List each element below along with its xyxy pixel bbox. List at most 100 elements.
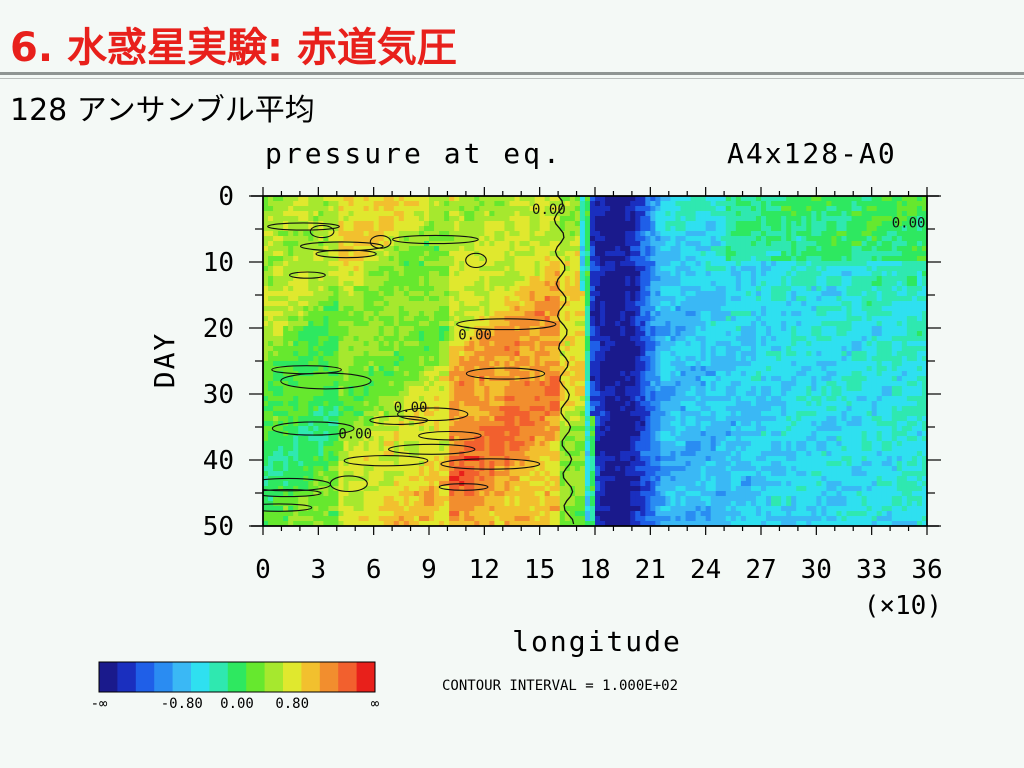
heatmap-cell: [791, 341, 797, 347]
heatmap-cell: [479, 226, 485, 232]
heatmap-cell: [916, 376, 923, 382]
heatmap-cell: [750, 326, 757, 332]
heatmap-cell: [771, 306, 777, 312]
heatmap-cell: [449, 271, 455, 277]
heatmap-cell: [318, 296, 324, 302]
heatmap-cell: [856, 206, 863, 212]
heatmap-cell: [851, 356, 858, 362]
heatmap-cell: [921, 336, 927, 342]
heatmap-cell: [695, 381, 702, 387]
heatmap-cell: [906, 286, 913, 292]
heatmap-cell: [408, 321, 415, 327]
heatmap-cell: [836, 221, 843, 227]
heatmap-cell: [665, 256, 672, 262]
heatmap-cell: [891, 226, 898, 232]
heatmap-cell: [413, 226, 420, 232]
heatmap-cell: [293, 226, 299, 232]
heatmap-cell: [459, 266, 465, 272]
heatmap-cell: [615, 286, 621, 292]
heatmap-cell: [308, 331, 314, 337]
heatmap-cell: [735, 211, 742, 217]
heatmap-cell: [871, 206, 878, 212]
heatmap-cell: [363, 321, 370, 327]
heatmap-cell: [615, 351, 621, 357]
heatmap-cell: [680, 256, 687, 262]
heatmap-cell: [705, 236, 712, 242]
heatmap-cell: [680, 266, 687, 272]
heatmap-cell: [539, 281, 546, 287]
heatmap-cell: [826, 336, 833, 342]
heatmap-cell: [313, 281, 319, 287]
heatmap-cell: [539, 356, 546, 362]
heatmap-cell: [886, 226, 893, 232]
heatmap-cell: [821, 311, 827, 317]
heatmap-cell: [856, 376, 863, 382]
heatmap-cell: [464, 371, 470, 377]
heatmap-cell: [761, 381, 767, 387]
heatmap-cell: [720, 341, 727, 347]
heatmap-cell: [423, 321, 430, 327]
heatmap-cell: [605, 256, 611, 262]
heatmap-cell: [579, 221, 586, 227]
heatmap-cell: [690, 251, 697, 257]
heatmap-cell: [680, 246, 687, 252]
heatmap-cell: [278, 301, 284, 307]
heatmap-cell: [836, 361, 843, 367]
heatmap-cell: [434, 371, 440, 377]
heatmap-cell: [720, 216, 727, 222]
heatmap-cell: [449, 361, 455, 367]
heatmap-cell: [439, 276, 445, 282]
heatmap-cell: [750, 276, 757, 282]
heatmap-cell: [358, 226, 365, 232]
heatmap-cell: [781, 336, 787, 342]
heatmap-cell: [489, 321, 495, 327]
heatmap-cell: [745, 226, 752, 232]
heatmap-cell: [263, 221, 269, 227]
heatmap-cell: [735, 351, 742, 357]
heatmap-cell: [479, 221, 485, 227]
heatmap-cell: [464, 311, 470, 317]
heatmap-cell: [559, 256, 566, 262]
heatmap-cell: [801, 381, 807, 387]
heatmap-cell: [735, 301, 742, 307]
heatmap-cell: [278, 251, 284, 257]
heatmap-cell: [579, 366, 586, 372]
heatmap-cell: [584, 361, 591, 367]
heatmap-cell: [584, 301, 591, 307]
heatmap-cell: [489, 351, 495, 357]
heatmap-cell: [283, 286, 289, 292]
heatmap-cell: [755, 326, 762, 332]
heatmap-cell: [464, 321, 470, 327]
heatmap-cell: [403, 271, 410, 277]
heatmap-cell: [781, 291, 787, 297]
heatmap-cell: [398, 221, 405, 227]
heatmap-cell: [776, 266, 782, 272]
heatmap-cell: [745, 206, 752, 212]
heatmap-cell: [630, 256, 636, 262]
heatmap-cell: [358, 361, 365, 367]
heatmap-cell: [871, 306, 878, 312]
heatmap-cell: [343, 276, 350, 282]
heatmap-cell: [519, 381, 526, 387]
heatmap-cell: [589, 366, 596, 372]
heatmap-cell: [600, 211, 606, 217]
heatmap-cell: [821, 241, 827, 247]
heatmap-cell: [911, 376, 918, 382]
heatmap-cell: [886, 331, 893, 337]
heatmap-cell: [650, 311, 656, 317]
heatmap-cell: [393, 366, 400, 372]
heatmap-cell: [625, 256, 631, 262]
heatmap-cell: [494, 306, 501, 312]
heatmap-cell: [293, 256, 299, 262]
heatmap-cell: [816, 261, 822, 267]
heatmap-cell: [519, 286, 526, 292]
heatmap-cell: [911, 256, 918, 262]
heatmap-cell: [534, 231, 541, 237]
heatmap-cell: [685, 371, 692, 377]
heatmap-cell: [263, 311, 269, 317]
heatmap-cell: [866, 201, 873, 207]
heatmap-cell: [891, 196, 898, 202]
heatmap-cell: [826, 376, 833, 382]
heatmap-cell: [263, 316, 269, 322]
heatmap-cell: [343, 346, 350, 352]
